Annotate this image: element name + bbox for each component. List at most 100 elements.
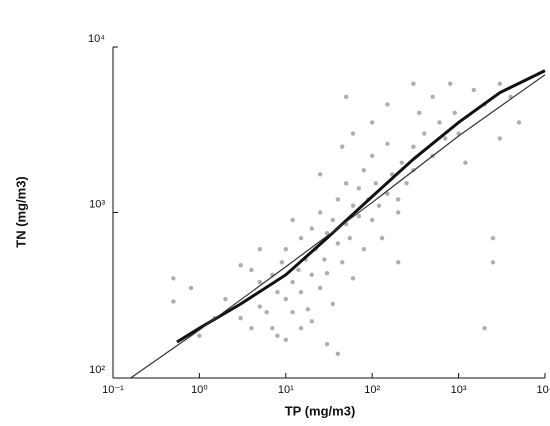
point	[379, 235, 385, 241]
point	[283, 247, 288, 252]
point	[335, 351, 341, 357]
point	[361, 247, 367, 252]
point	[298, 325, 304, 331]
point	[257, 304, 262, 309]
point	[296, 267, 301, 273]
point	[279, 260, 285, 265]
point	[335, 197, 341, 202]
point	[275, 289, 280, 295]
point	[404, 181, 409, 186]
point	[257, 279, 262, 285]
y-tick-label: 10⁴	[88, 33, 105, 45]
x-tick-label: 10⁰	[191, 384, 208, 396]
point	[482, 325, 487, 331]
point	[448, 81, 453, 86]
point	[361, 168, 367, 173]
point	[437, 120, 442, 125]
x-tick-label: 10⁴	[537, 384, 550, 396]
y-tick-label: 10²	[89, 364, 105, 376]
point	[324, 342, 330, 347]
point	[290, 279, 295, 285]
x-tick-label: 10⁻¹	[102, 384, 124, 396]
point	[298, 235, 304, 241]
point	[171, 299, 176, 304]
point	[490, 235, 496, 241]
point	[257, 247, 262, 252]
point	[330, 217, 336, 223]
x-tick-label: 10²	[364, 384, 380, 396]
point	[452, 110, 457, 116]
point	[385, 191, 390, 196]
point	[330, 301, 336, 307]
point	[317, 285, 323, 291]
point	[417, 110, 422, 116]
point	[376, 203, 382, 208]
point	[385, 141, 390, 147]
point	[298, 289, 304, 295]
point	[385, 102, 390, 107]
point	[370, 217, 375, 223]
point	[309, 319, 315, 324]
point	[471, 87, 477, 93]
x-axis-title: TP (mg/m3)	[285, 403, 356, 418]
point	[497, 81, 503, 86]
point	[309, 272, 315, 278]
point	[356, 186, 362, 191]
point	[188, 285, 194, 291]
point	[305, 307, 311, 312]
x-tick-label: 10³	[451, 384, 467, 396]
point	[290, 309, 295, 315]
point	[343, 94, 349, 100]
y-axis-title: TN (mg/m3)	[13, 176, 28, 248]
point	[396, 260, 401, 265]
point	[238, 263, 243, 268]
point	[396, 210, 401, 215]
point	[396, 197, 401, 202]
point	[290, 217, 295, 223]
fit-line	[176, 69, 546, 344]
point	[516, 120, 522, 125]
point	[399, 160, 404, 165]
point	[322, 257, 327, 262]
point	[340, 144, 345, 149]
y-tick-label: 10³	[89, 198, 105, 210]
point	[317, 172, 323, 177]
point	[370, 120, 375, 125]
point	[350, 131, 356, 136]
point	[283, 337, 288, 343]
point	[490, 260, 496, 265]
point	[309, 226, 315, 231]
point	[422, 131, 427, 136]
point	[264, 309, 269, 315]
point	[335, 241, 341, 246]
point	[411, 81, 416, 86]
point	[411, 144, 416, 149]
point	[283, 296, 288, 302]
point	[497, 136, 503, 141]
point	[171, 276, 176, 281]
point	[347, 235, 352, 241]
point	[317, 210, 323, 215]
point	[238, 315, 243, 321]
point	[356, 213, 362, 219]
fit-line	[130, 74, 546, 379]
point	[324, 230, 330, 236]
x-tick-label: 10¹	[278, 384, 294, 396]
point	[223, 296, 228, 302]
point	[197, 333, 202, 338]
point	[340, 260, 345, 265]
point	[350, 276, 356, 281]
point	[370, 153, 375, 159]
point	[373, 181, 378, 186]
point	[324, 270, 330, 276]
point	[350, 203, 356, 208]
point	[430, 94, 435, 100]
point	[463, 160, 468, 165]
point	[275, 333, 280, 338]
point	[249, 325, 254, 331]
point	[249, 267, 254, 273]
point	[443, 136, 448, 141]
point	[270, 325, 275, 331]
point	[343, 181, 349, 186]
